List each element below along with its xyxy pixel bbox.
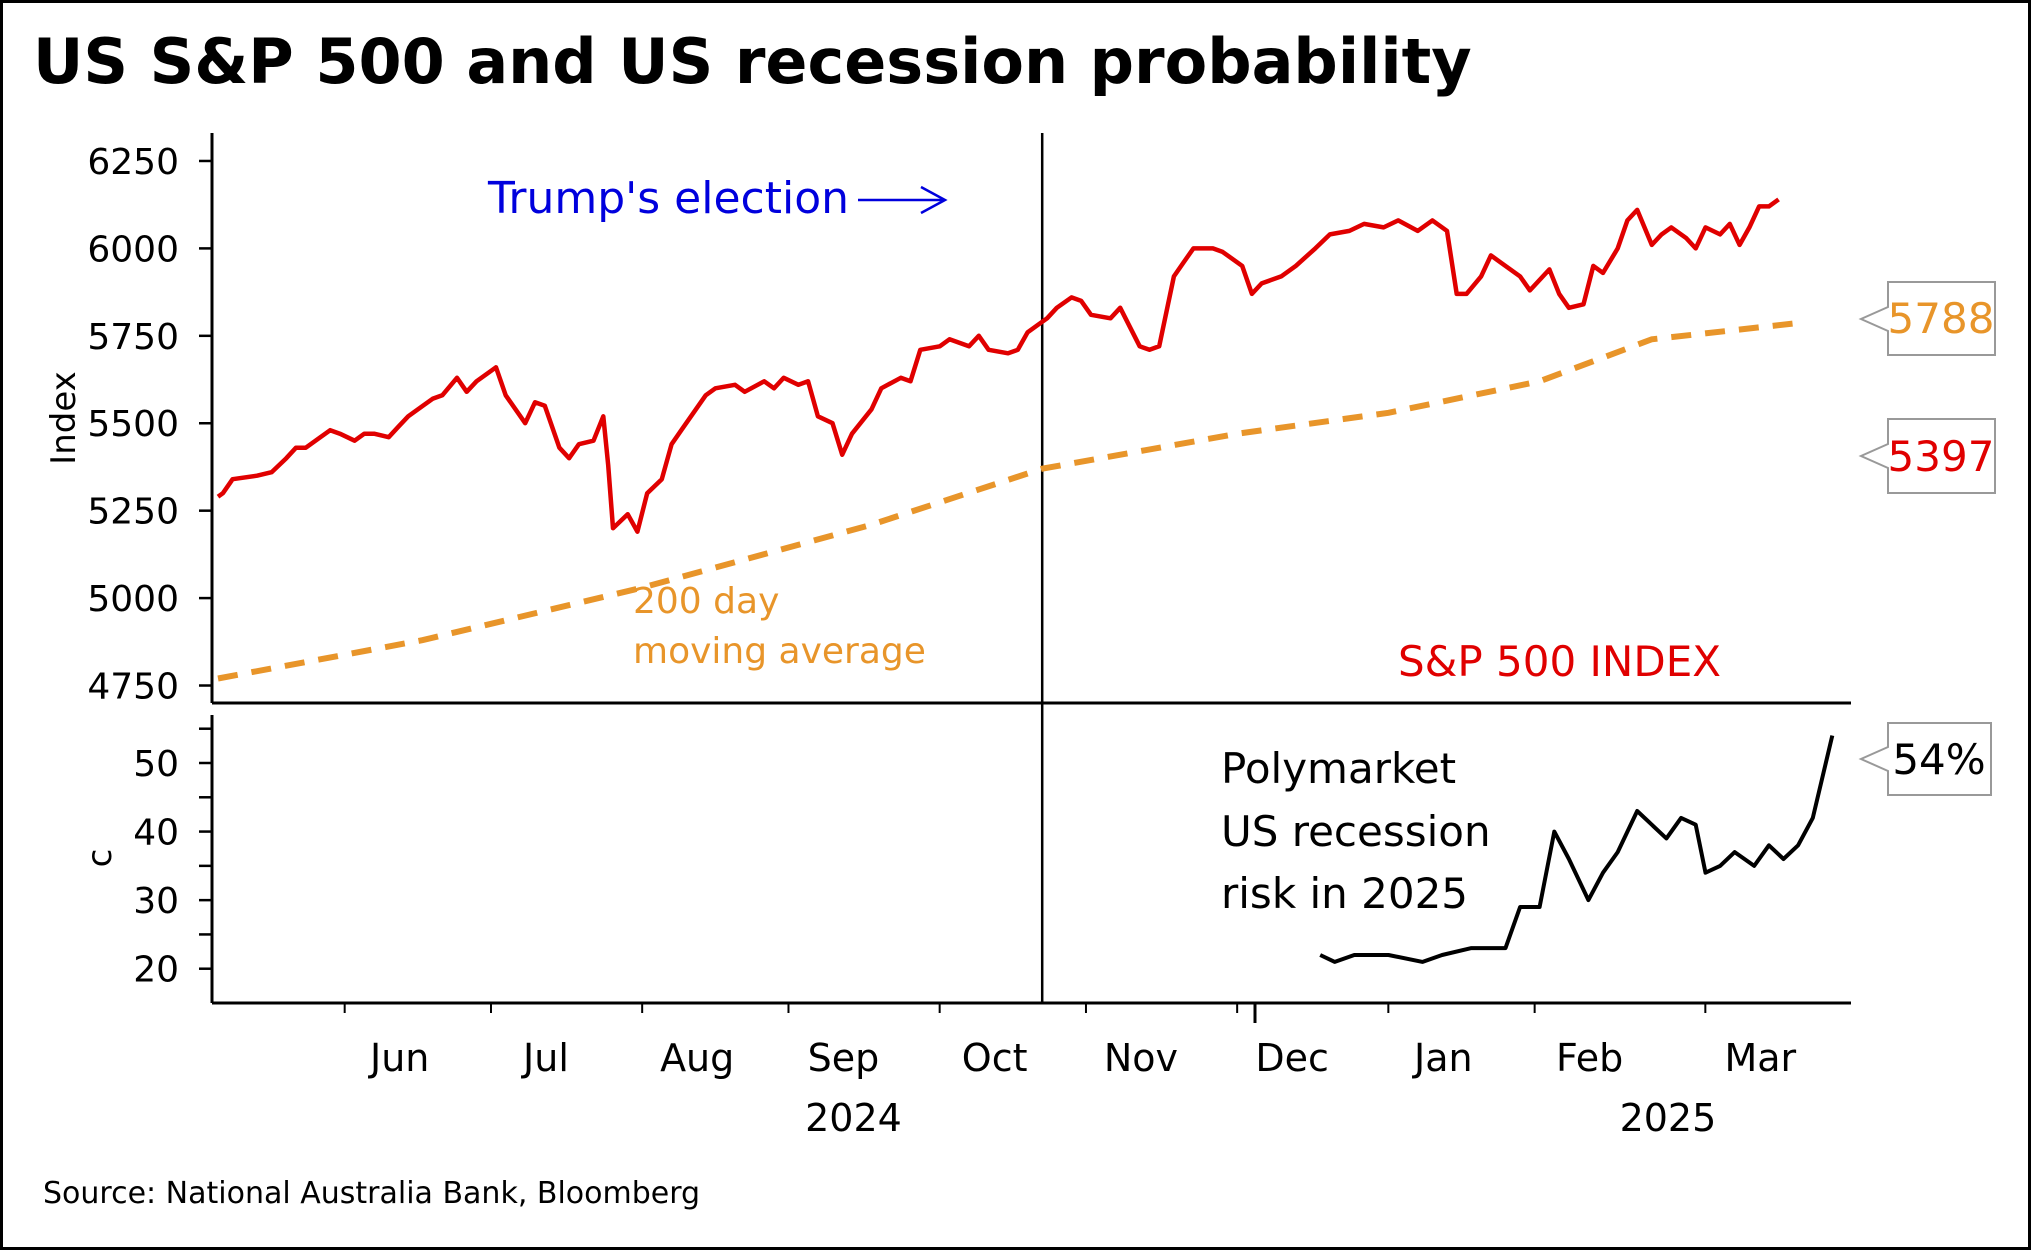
ma-label-line1: 200 day xyxy=(633,581,779,622)
x-axis-labels: Jun Jul Aug Sep Oct Nov Dec Jan Feb Mar 2024 2025 xyxy=(343,1003,1797,1140)
top-y-tick-label: 5750 xyxy=(87,317,179,358)
source-note: Source: National Australia Bank, Bloombe… xyxy=(43,1176,700,1211)
recession-end-callout: 54% xyxy=(1858,722,1992,796)
sp500-label: S&P 500 INDEX xyxy=(1398,637,1721,686)
top-y-tick-label: 5250 xyxy=(87,492,179,533)
bottom-y-axis-label: c xyxy=(80,849,120,868)
x-month-label: Mar xyxy=(1724,1036,1796,1080)
recession-label-line2: US recession xyxy=(1221,807,1491,856)
election-annotation: Trump's election xyxy=(487,173,849,224)
election-arrow-icon xyxy=(858,185,948,215)
x-year-label: 2024 xyxy=(805,1096,902,1140)
ma-end-callout: 5788 xyxy=(1858,281,1996,356)
bottom-y-tick-label: 50 xyxy=(133,744,179,785)
top-y-tick-label: 6250 xyxy=(87,142,179,183)
sp500-end-value: 5397 xyxy=(1888,432,1995,481)
top-y-tick-label: 5500 xyxy=(87,404,179,445)
bottom-y-tick-label: 20 xyxy=(133,950,179,991)
chart-canvas: US S&P 500 and US recession probability … xyxy=(33,25,1996,1211)
sp500-end-callout: 5397 xyxy=(1858,418,1996,494)
moving-average-line xyxy=(217,319,1804,682)
x-year-label: 2025 xyxy=(1620,1096,1717,1140)
x-month-label: Jul xyxy=(521,1036,569,1080)
top-y-ticks: 4750 5000 5250 5500 5750 6000 6250 xyxy=(87,142,212,708)
chart-title: US S&P 500 and US recession probability xyxy=(33,25,1472,98)
sp500-line xyxy=(216,197,1780,534)
recession-label-line3: risk in 2025 xyxy=(1221,869,1468,918)
top-y-tick-label: 5000 xyxy=(87,579,179,620)
recession-end-value: 54% xyxy=(1892,735,1985,784)
x-month-label: Dec xyxy=(1255,1036,1329,1080)
recession-risk-line xyxy=(1319,735,1835,964)
bottom-y-tick-label: 40 xyxy=(133,813,179,854)
x-month-label: Jun xyxy=(368,1036,429,1080)
x-month-label: Sep xyxy=(808,1036,880,1080)
top-y-tick-label: 6000 xyxy=(87,229,179,270)
recession-label-line1: Polymarket xyxy=(1221,744,1456,793)
top-y-tick-label: 4750 xyxy=(87,667,179,708)
ma-end-value: 5788 xyxy=(1888,294,1995,343)
top-y-axis-label: Index xyxy=(44,371,84,465)
bottom-y-ticks: 20 30 40 50 xyxy=(133,727,212,991)
x-month-label: Feb xyxy=(1556,1036,1623,1080)
x-month-label: Aug xyxy=(660,1036,734,1080)
ma-label-line2: moving average xyxy=(633,631,926,672)
bottom-y-tick-label: 30 xyxy=(133,881,179,922)
x-month-label: Nov xyxy=(1104,1036,1178,1080)
x-month-label: Oct xyxy=(962,1036,1028,1080)
x-month-label: Jan xyxy=(1412,1036,1473,1080)
